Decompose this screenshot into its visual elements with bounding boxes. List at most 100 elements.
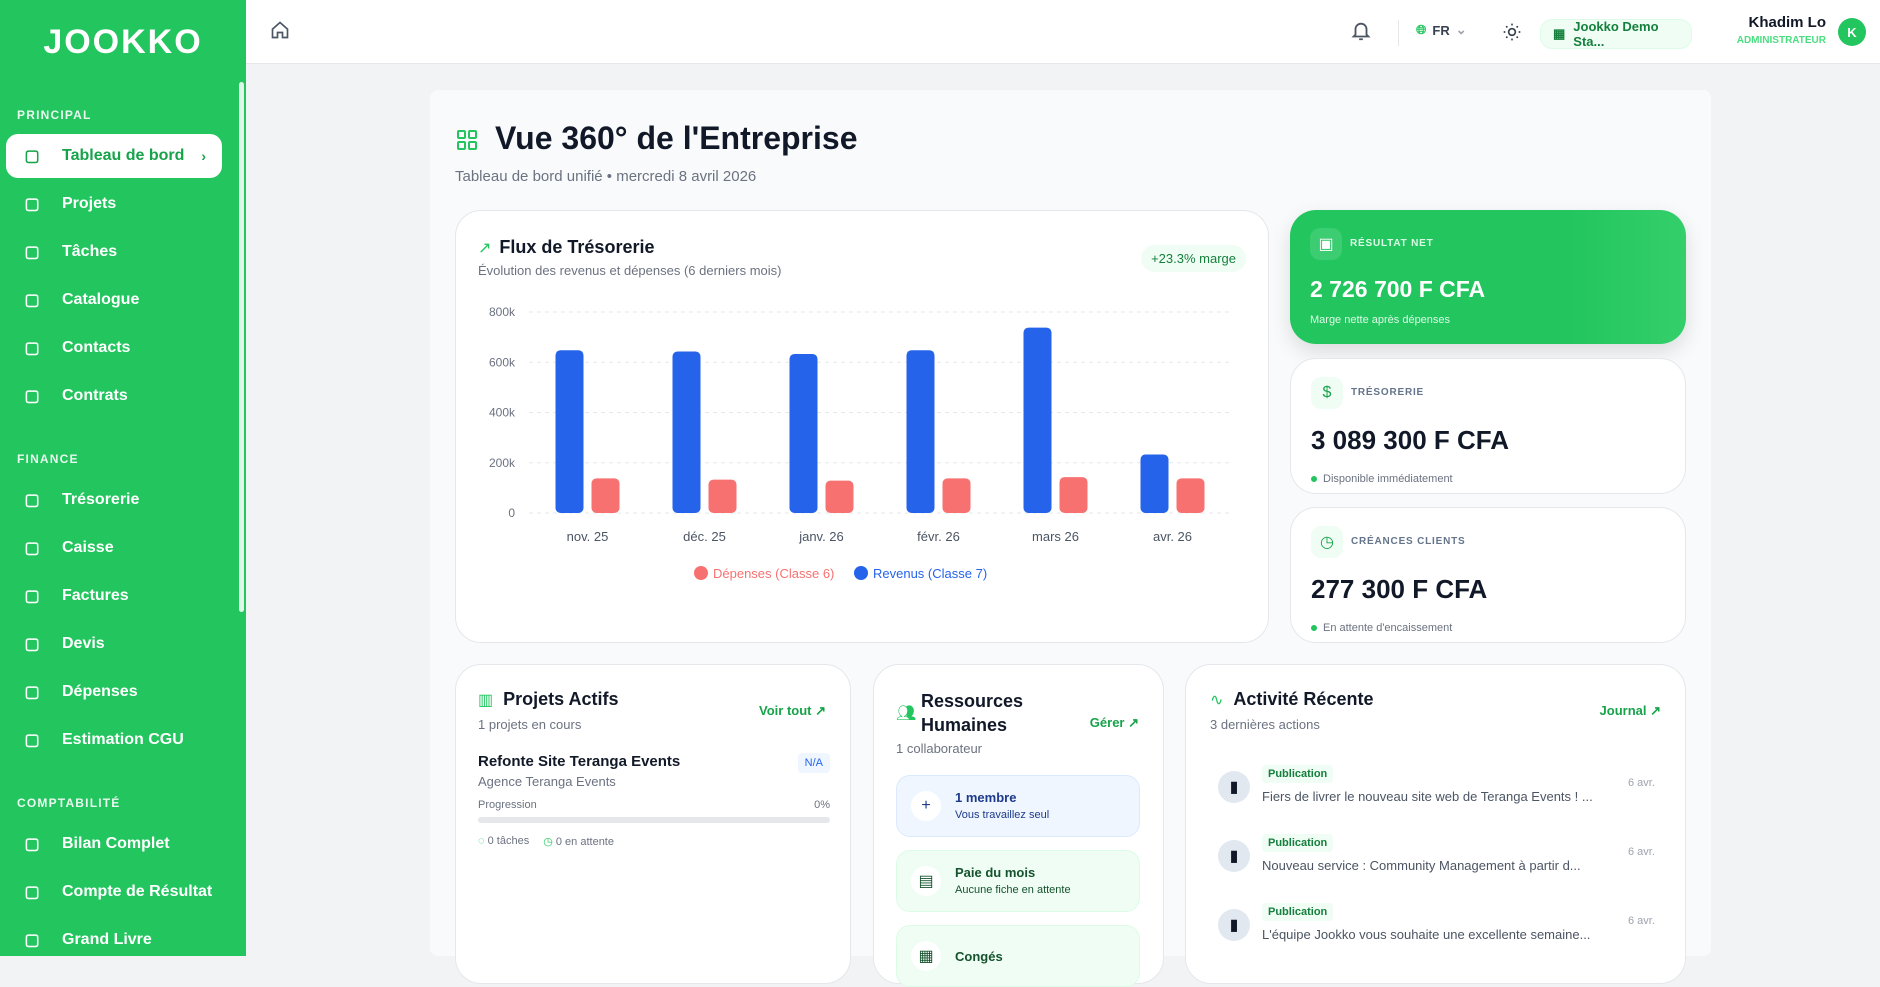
hr-leave[interactable]: ▦ Congés <box>896 925 1140 987</box>
kpi-card[interactable]: $ TRÉSORERIE 3 089 300 F CFA Disponible … <box>1290 358 1686 494</box>
dashboard-icon <box>457 130 477 150</box>
y-tick-label: 0 <box>508 506 515 520</box>
activity-item[interactable]: ▮ Publication Nouveau service : Community … <box>1218 834 1678 894</box>
bar-revenus[interactable] <box>789 353 818 513</box>
language-selector[interactable]: 🌐︎ FR ⌄ <box>1416 22 1467 38</box>
cashflow-card: ↗ Flux de Trésorerie Évolution des revenu… <box>455 210 1269 643</box>
sidebar-scrollbar[interactable] <box>239 82 244 612</box>
sidebar-item[interactable]: ▢ Catalogue <box>6 278 222 322</box>
kpi-card[interactable]: ◷ CRÉANCES CLIENTS 277 300 F CFA En atte… <box>1290 507 1686 643</box>
sidebar: JOOKKO PRINCIPAL ▢ Tableau de bord › ▢ Projet… <box>0 0 246 956</box>
folder-icon: ▢ <box>24 196 40 213</box>
sun-icon[interactable] <box>1502 22 1522 42</box>
sidebar-item[interactable]: ▢ Trésorerie <box>6 478 222 522</box>
sidebar-item[interactable]: ▢ Projets <box>6 182 222 226</box>
card-subtitle: Évolution des revenus et dépenses (6 der… <box>478 263 782 278</box>
bar-revenus[interactable] <box>906 350 935 513</box>
y-tick-label: 200k <box>489 456 516 470</box>
sidebar-item[interactable]: ▢ Estimation CGU <box>6 718 222 762</box>
x-tick-label: avr. 26 <box>1153 529 1192 544</box>
bar-revenus[interactable] <box>1140 454 1169 513</box>
book-icon: ▢ <box>24 932 40 949</box>
legend-swatch <box>694 566 708 580</box>
logo[interactable]: JOOKKO <box>43 22 203 61</box>
project-item[interactable]: Refonte Site Teranga Events N/A Agence T… <box>478 753 830 848</box>
scroll-icon: ▢ <box>24 388 40 405</box>
sidebar-item[interactable]: ▢ Caisse <box>6 526 222 570</box>
users-icon: ▢ <box>24 340 40 357</box>
calendar-icon: ▦ <box>911 941 941 971</box>
hr-card: 👥︎ Ressources Humaines 1 collaborateur Gé… <box>873 664 1164 987</box>
progress-bar <box>478 817 830 823</box>
bar-depenses[interactable] <box>942 478 971 513</box>
margin-badge: +23.3% marge <box>1141 245 1246 272</box>
activity-card: ∿ Activité Récente 3 dernières actions Jo… <box>1185 664 1686 984</box>
clipboard-icon: ▢ <box>24 636 40 653</box>
kpi-card[interactable]: ▣ RÉSULTAT NET 2 726 700 F CFA Marge net… <box>1290 210 1686 344</box>
status-badge: N/A <box>797 753 830 773</box>
x-tick-label: déc. 25 <box>683 529 726 544</box>
y-tick-label: 800k <box>489 305 516 319</box>
receipt-dollar-icon: ▢ <box>24 684 40 701</box>
journal-link[interactable]: Journal ↗ <box>1599 703 1661 718</box>
user-plus-icon: + <box>911 791 941 821</box>
sidebar-item[interactable]: ▢ Tableau de bord › <box>6 134 222 178</box>
clock-icon: ◷ <box>1311 526 1343 558</box>
activity-item[interactable]: ▮ Publication L'équipe Jookko vous souhait… <box>1218 903 1678 963</box>
sidebar-item[interactable]: ▢ Contacts <box>6 326 222 370</box>
activity-item[interactable]: ▮ Publication Fiers de livrer le nouveau s… <box>1218 765 1678 825</box>
bank-icon: ▢ <box>24 492 40 509</box>
home-icon[interactable] <box>270 20 290 40</box>
bar-depenses[interactable] <box>825 480 854 513</box>
phone-icon: ▮ <box>1218 909 1250 941</box>
sidebar-item[interactable]: ▢ Bilan Complet <box>6 822 222 866</box>
card-title: Flux de Trésorerie <box>499 237 655 257</box>
bar-depenses[interactable] <box>591 478 620 513</box>
company-switcher[interactable]: ▦ Jookko Demo Sta... <box>1540 19 1692 49</box>
sidebar-item[interactable]: ▢ Tâches <box>6 230 222 274</box>
bell-icon[interactable] <box>1350 20 1372 42</box>
manage-link[interactable]: Gérer ↗ <box>1089 715 1139 730</box>
sidebar-item[interactable]: ▢ Devis <box>6 622 222 666</box>
sidebar-item[interactable]: ▢ Factures <box>6 574 222 618</box>
activity-icon: ∿ <box>1210 691 1224 709</box>
legend-label[interactable]: Dépenses (Classe 6) <box>713 566 834 581</box>
sidebar-item[interactable]: ▢ Compte de Résultat <box>6 870 222 914</box>
pie-chart-icon: ▢ <box>24 836 40 853</box>
section-label: PRINCIPAL <box>17 108 92 122</box>
globe-icon: 🌐︎ <box>1416 22 1427 37</box>
piggy-bank-icon: ▢ <box>24 732 40 749</box>
bar-depenses[interactable] <box>1176 478 1205 513</box>
legend-label[interactable]: Revenus (Classe 7) <box>873 566 987 581</box>
dollar-icon: $ <box>1311 377 1343 409</box>
users-icon: 👥︎ <box>896 705 917 722</box>
projects-card: ▥ Projets Actifs 1 projets en cours Voir … <box>455 664 851 984</box>
chevron-down-icon: ⌄ <box>1455 22 1467 37</box>
section-label: COMPTABILITÉ <box>17 796 121 810</box>
user-info[interactable]: Khadim Lo ADMINISTRATEUR <box>1736 14 1826 46</box>
x-tick-label: févr. 26 <box>917 529 960 544</box>
x-tick-label: nov. 25 <box>567 529 609 544</box>
bar-depenses[interactable] <box>1059 477 1088 513</box>
trending-up-icon: ↗ <box>478 239 492 257</box>
avatar[interactable]: K <box>1838 18 1866 46</box>
chevron-right-icon: › <box>201 148 206 164</box>
page-title: Vue 360° de l'Entreprise <box>495 120 858 156</box>
banknote-icon: ▢ <box>24 540 40 557</box>
bar-revenus[interactable] <box>555 350 584 513</box>
sidebar-item[interactable]: ▢ Dépenses <box>6 670 222 714</box>
y-tick-label: 600k <box>489 355 516 369</box>
bar-depenses[interactable] <box>708 479 737 513</box>
x-tick-label: mars 26 <box>1032 529 1079 544</box>
bar-revenus[interactable] <box>672 351 701 513</box>
hr-payroll[interactable]: ▤ Paie du mois Aucune fiche en attente <box>896 850 1140 912</box>
clock-icon: ◷ <box>543 836 553 848</box>
cashflow-chart: 0 200k 400k 600k 800k nov. 25 déc. 25 janv. 26 f… <box>489 305 1231 581</box>
sidebar-item[interactable]: ▢ Contrats <box>6 374 222 418</box>
briefcase-icon: ▥ <box>478 691 494 709</box>
sidebar-item[interactable]: ▢ Grand Livre <box>6 918 222 962</box>
list-check-icon: ▢ <box>24 244 40 261</box>
view-all-link[interactable]: Voir tout ↗ <box>759 703 826 718</box>
bar-revenus[interactable] <box>1023 327 1052 513</box>
hr-members[interactable]: +1 membre Vous travaillez seul <box>896 775 1140 837</box>
